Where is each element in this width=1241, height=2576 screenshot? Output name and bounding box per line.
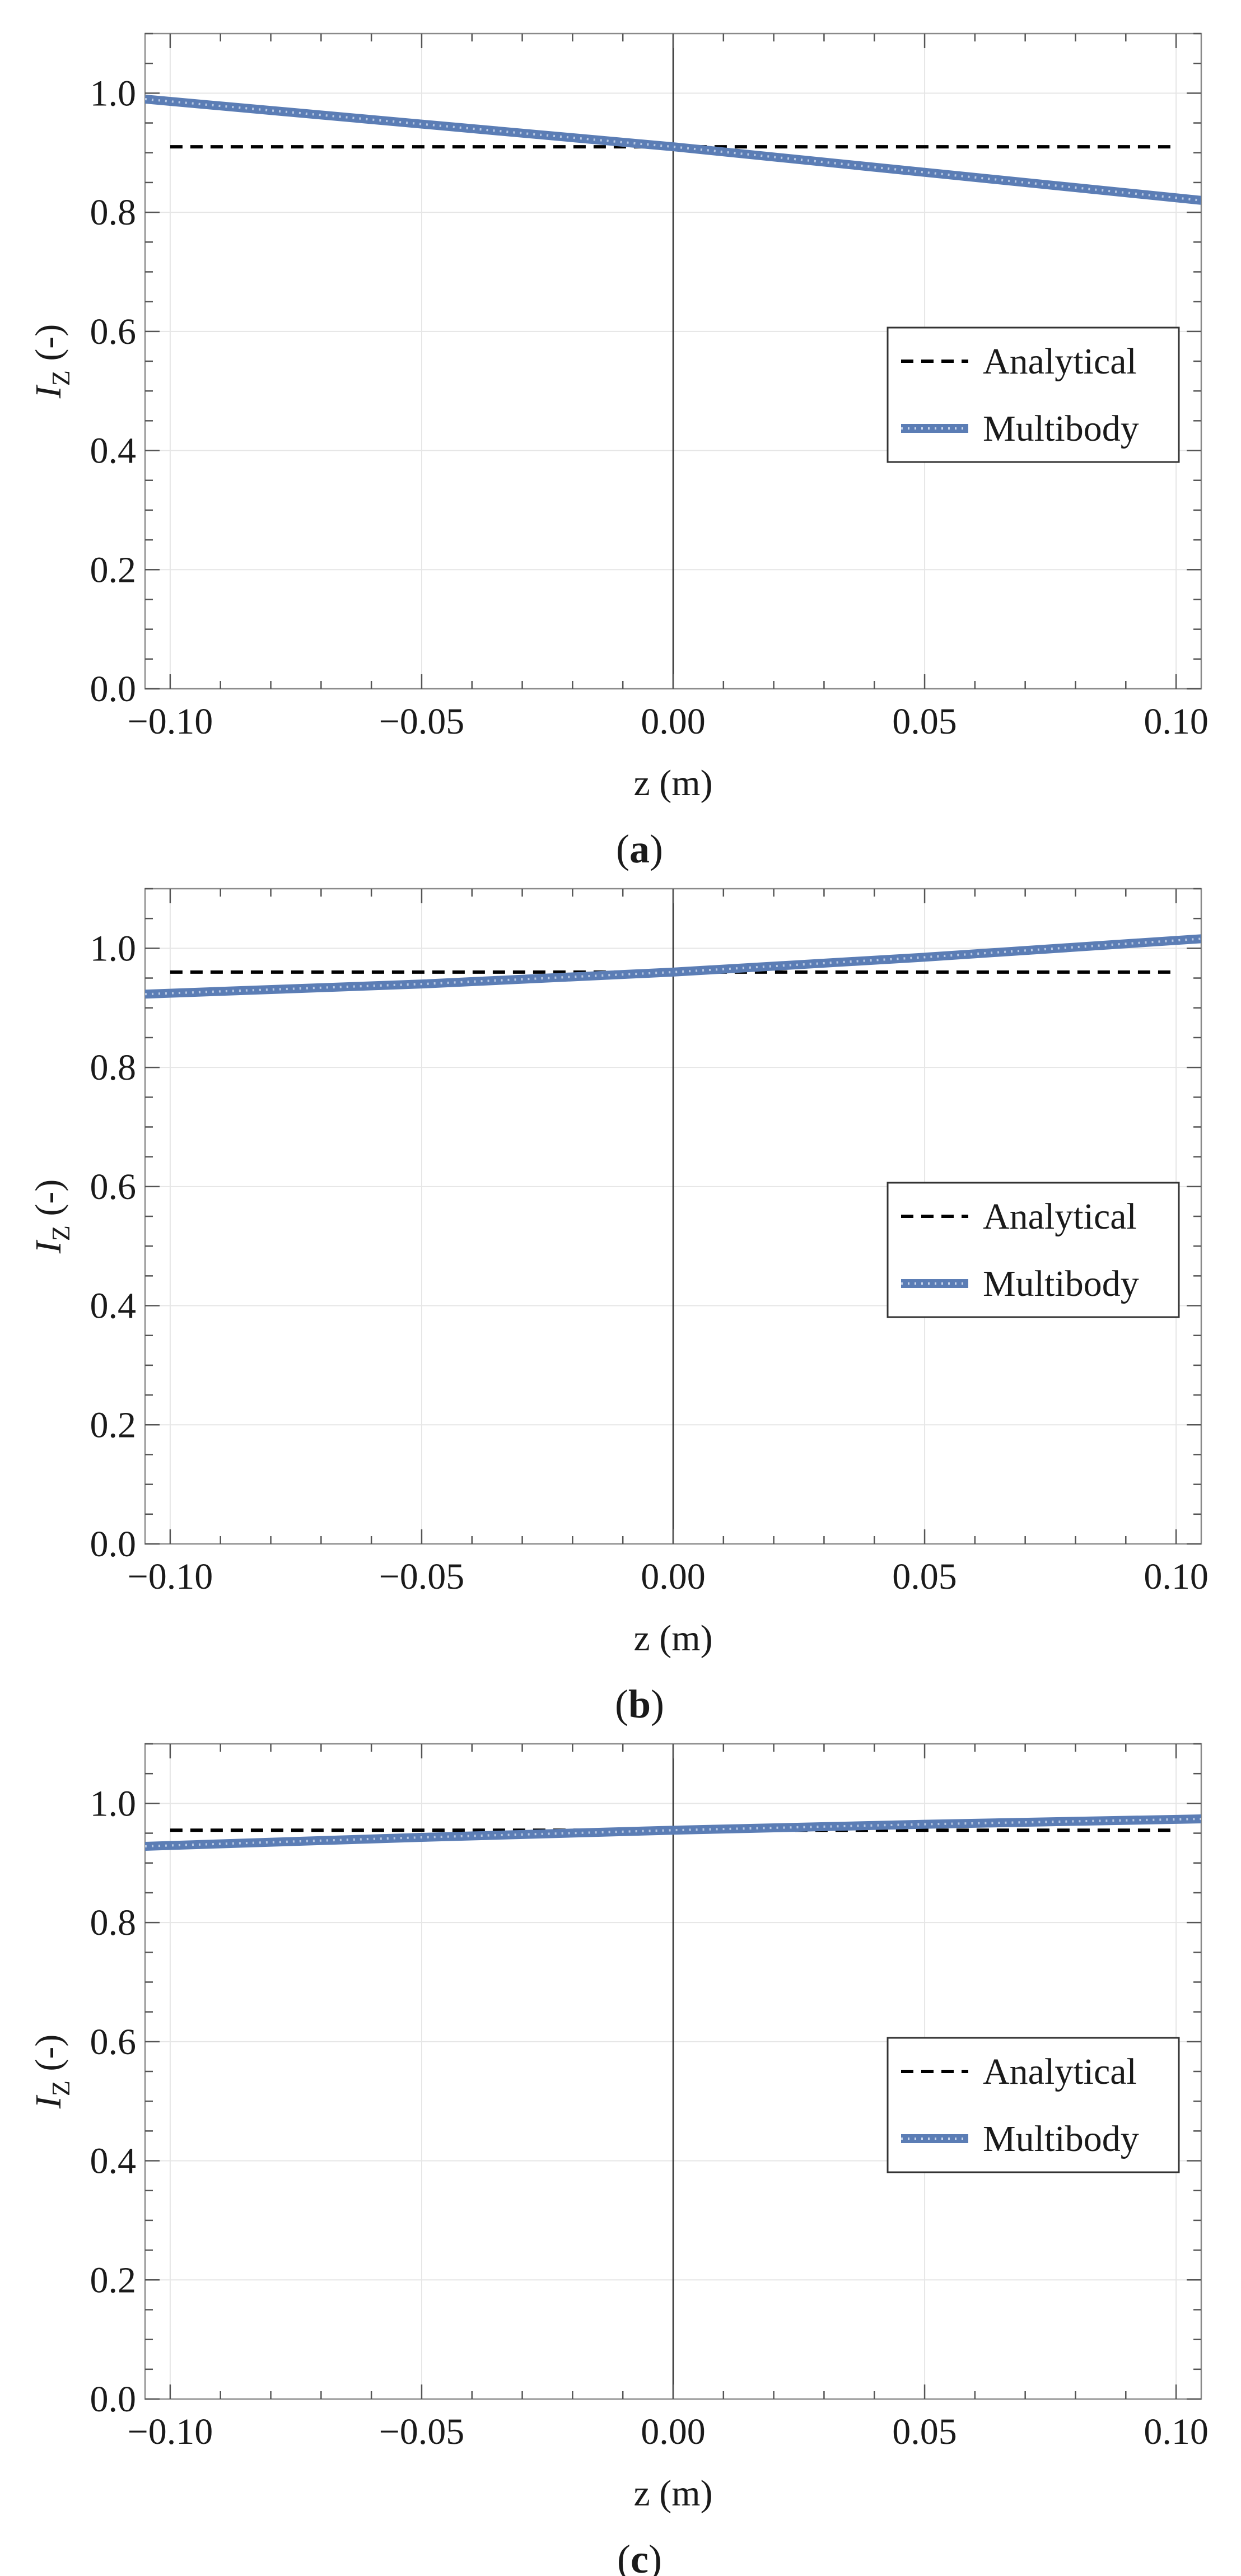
y-axis-label-subscript: Z <box>46 2080 75 2096</box>
y-tick-label: 1.0 <box>90 73 137 114</box>
legend: Analytical Multibody <box>887 326 1180 463</box>
legend-label-analytical: Analytical <box>983 1196 1137 1237</box>
caption-open-paren: ( <box>616 827 629 871</box>
y-tick-label: 0.2 <box>90 549 137 590</box>
series-line-multibody <box>145 95 1201 205</box>
subfigure-caption: (c) <box>617 2537 662 2576</box>
y-tick-label: 0.4 <box>90 431 137 472</box>
legend-label-analytical: Analytical <box>983 2051 1137 2092</box>
x-tick-label: 0.00 <box>641 701 706 742</box>
legend-label-analytical: Analytical <box>983 341 1137 382</box>
x-tick-label: −0.10 <box>128 701 213 742</box>
legend-label-multibody: Multibody <box>983 2118 1139 2159</box>
y-axis-label-main: I <box>28 384 69 399</box>
caption-close-paren: ) <box>650 827 663 871</box>
y-tick-label: 0.4 <box>90 2141 137 2182</box>
y-axis-label-unit: (-) <box>28 324 69 370</box>
y-tick-label: 0.6 <box>90 311 137 352</box>
series-group <box>145 1814 1201 1851</box>
x-tick-label: 0.05 <box>892 1556 957 1597</box>
legend-label-multibody: Multibody <box>983 408 1139 449</box>
y-tick-label: 1.0 <box>90 1783 137 1824</box>
caption-letter: b <box>628 1682 651 1726</box>
caption-close-paren: ) <box>649 2537 662 2576</box>
panel-b: −0.10 −0.05 0.00 0.05 0.10 0.0 0.2 0.4 0.6 0.8 1.0… <box>28 888 1209 1726</box>
panel-c: −0.10 −0.05 0.00 0.05 0.10 0.0 0.2 0.4 0.6 0.8 1.0… <box>28 1743 1209 2576</box>
y-tick-label: 0.0 <box>90 1524 137 1565</box>
x-tick-label: 0.10 <box>1144 701 1209 742</box>
caption-letter: c <box>631 2537 649 2576</box>
y-axis-label-subscript: Z <box>46 1225 75 1241</box>
y-axis-label: IZ (-) <box>28 2034 75 2110</box>
x-tick-label: 0.10 <box>1144 2411 1209 2452</box>
y-tick-label: 0.4 <box>90 1286 137 1327</box>
series-group <box>145 934 1201 999</box>
caption-open-paren: ( <box>615 1682 628 1726</box>
y-tick-label: 0.6 <box>90 2022 137 2062</box>
x-tick-label: 0.05 <box>892 2411 957 2452</box>
x-tick-label: −0.05 <box>379 2411 465 2452</box>
y-tick-label: 0.0 <box>90 2379 137 2420</box>
x-tick-label: −0.10 <box>128 1556 213 1597</box>
caption-close-paren: ) <box>651 1682 664 1726</box>
x-axis-label: z (m) <box>633 1618 712 1659</box>
x-tick-label: 0.00 <box>641 2411 706 2452</box>
y-tick-label: 0.8 <box>90 192 137 233</box>
legend-box <box>887 2037 1180 2173</box>
x-tick-label: 0.00 <box>641 1556 706 1597</box>
x-tick-label: 0.10 <box>1144 1556 1209 1597</box>
y-tick-label: 0.2 <box>90 1404 137 1445</box>
x-axis-label: z (m) <box>633 763 712 804</box>
y-tick-label: 1.0 <box>90 928 137 969</box>
legend-label-multibody: Multibody <box>983 1263 1139 1304</box>
y-tick-label: 0.0 <box>90 669 137 710</box>
series-line-multibody <box>145 934 1201 999</box>
y-tick-label: 0.6 <box>90 1166 137 1207</box>
y-axis-label-main: I <box>28 1239 69 1254</box>
x-axis-label: z (m) <box>633 2473 712 2514</box>
subfigure-caption: (b) <box>615 1682 664 1726</box>
y-axis-label-main: I <box>28 2094 69 2109</box>
panel-a: −0.10 −0.05 0.00 0.05 0.10 0.0 0.2 0.4 0.6 0.8 1.0… <box>28 32 1209 871</box>
x-tick-label: −0.05 <box>379 701 465 742</box>
y-axis-label-unit: (-) <box>28 2034 69 2080</box>
subfigure-caption: (a) <box>616 827 663 871</box>
caption-letter: a <box>629 827 650 871</box>
y-axis-label: IZ (-) <box>28 324 75 399</box>
y-tick-label: 0.8 <box>90 1047 137 1088</box>
legend-box <box>887 326 1180 463</box>
y-axis-label-subscript: Z <box>46 370 75 386</box>
y-axis-label: IZ (-) <box>28 1179 75 1254</box>
series-line-multibody <box>145 1814 1201 1851</box>
legend-box <box>887 1182 1180 1318</box>
x-tick-label: −0.10 <box>128 2411 213 2452</box>
y-axis-label-unit: (-) <box>28 1179 69 1225</box>
legend: Analytical Multibody <box>887 2037 1180 2173</box>
y-tick-label: 0.2 <box>90 2260 137 2300</box>
caption-open-paren: ( <box>617 2537 631 2576</box>
x-tick-label: 0.05 <box>892 701 957 742</box>
legend: Analytical Multibody <box>887 1182 1180 1318</box>
series-group <box>145 95 1201 205</box>
y-tick-label: 0.8 <box>90 1902 137 1943</box>
x-tick-label: −0.05 <box>379 1556 465 1597</box>
